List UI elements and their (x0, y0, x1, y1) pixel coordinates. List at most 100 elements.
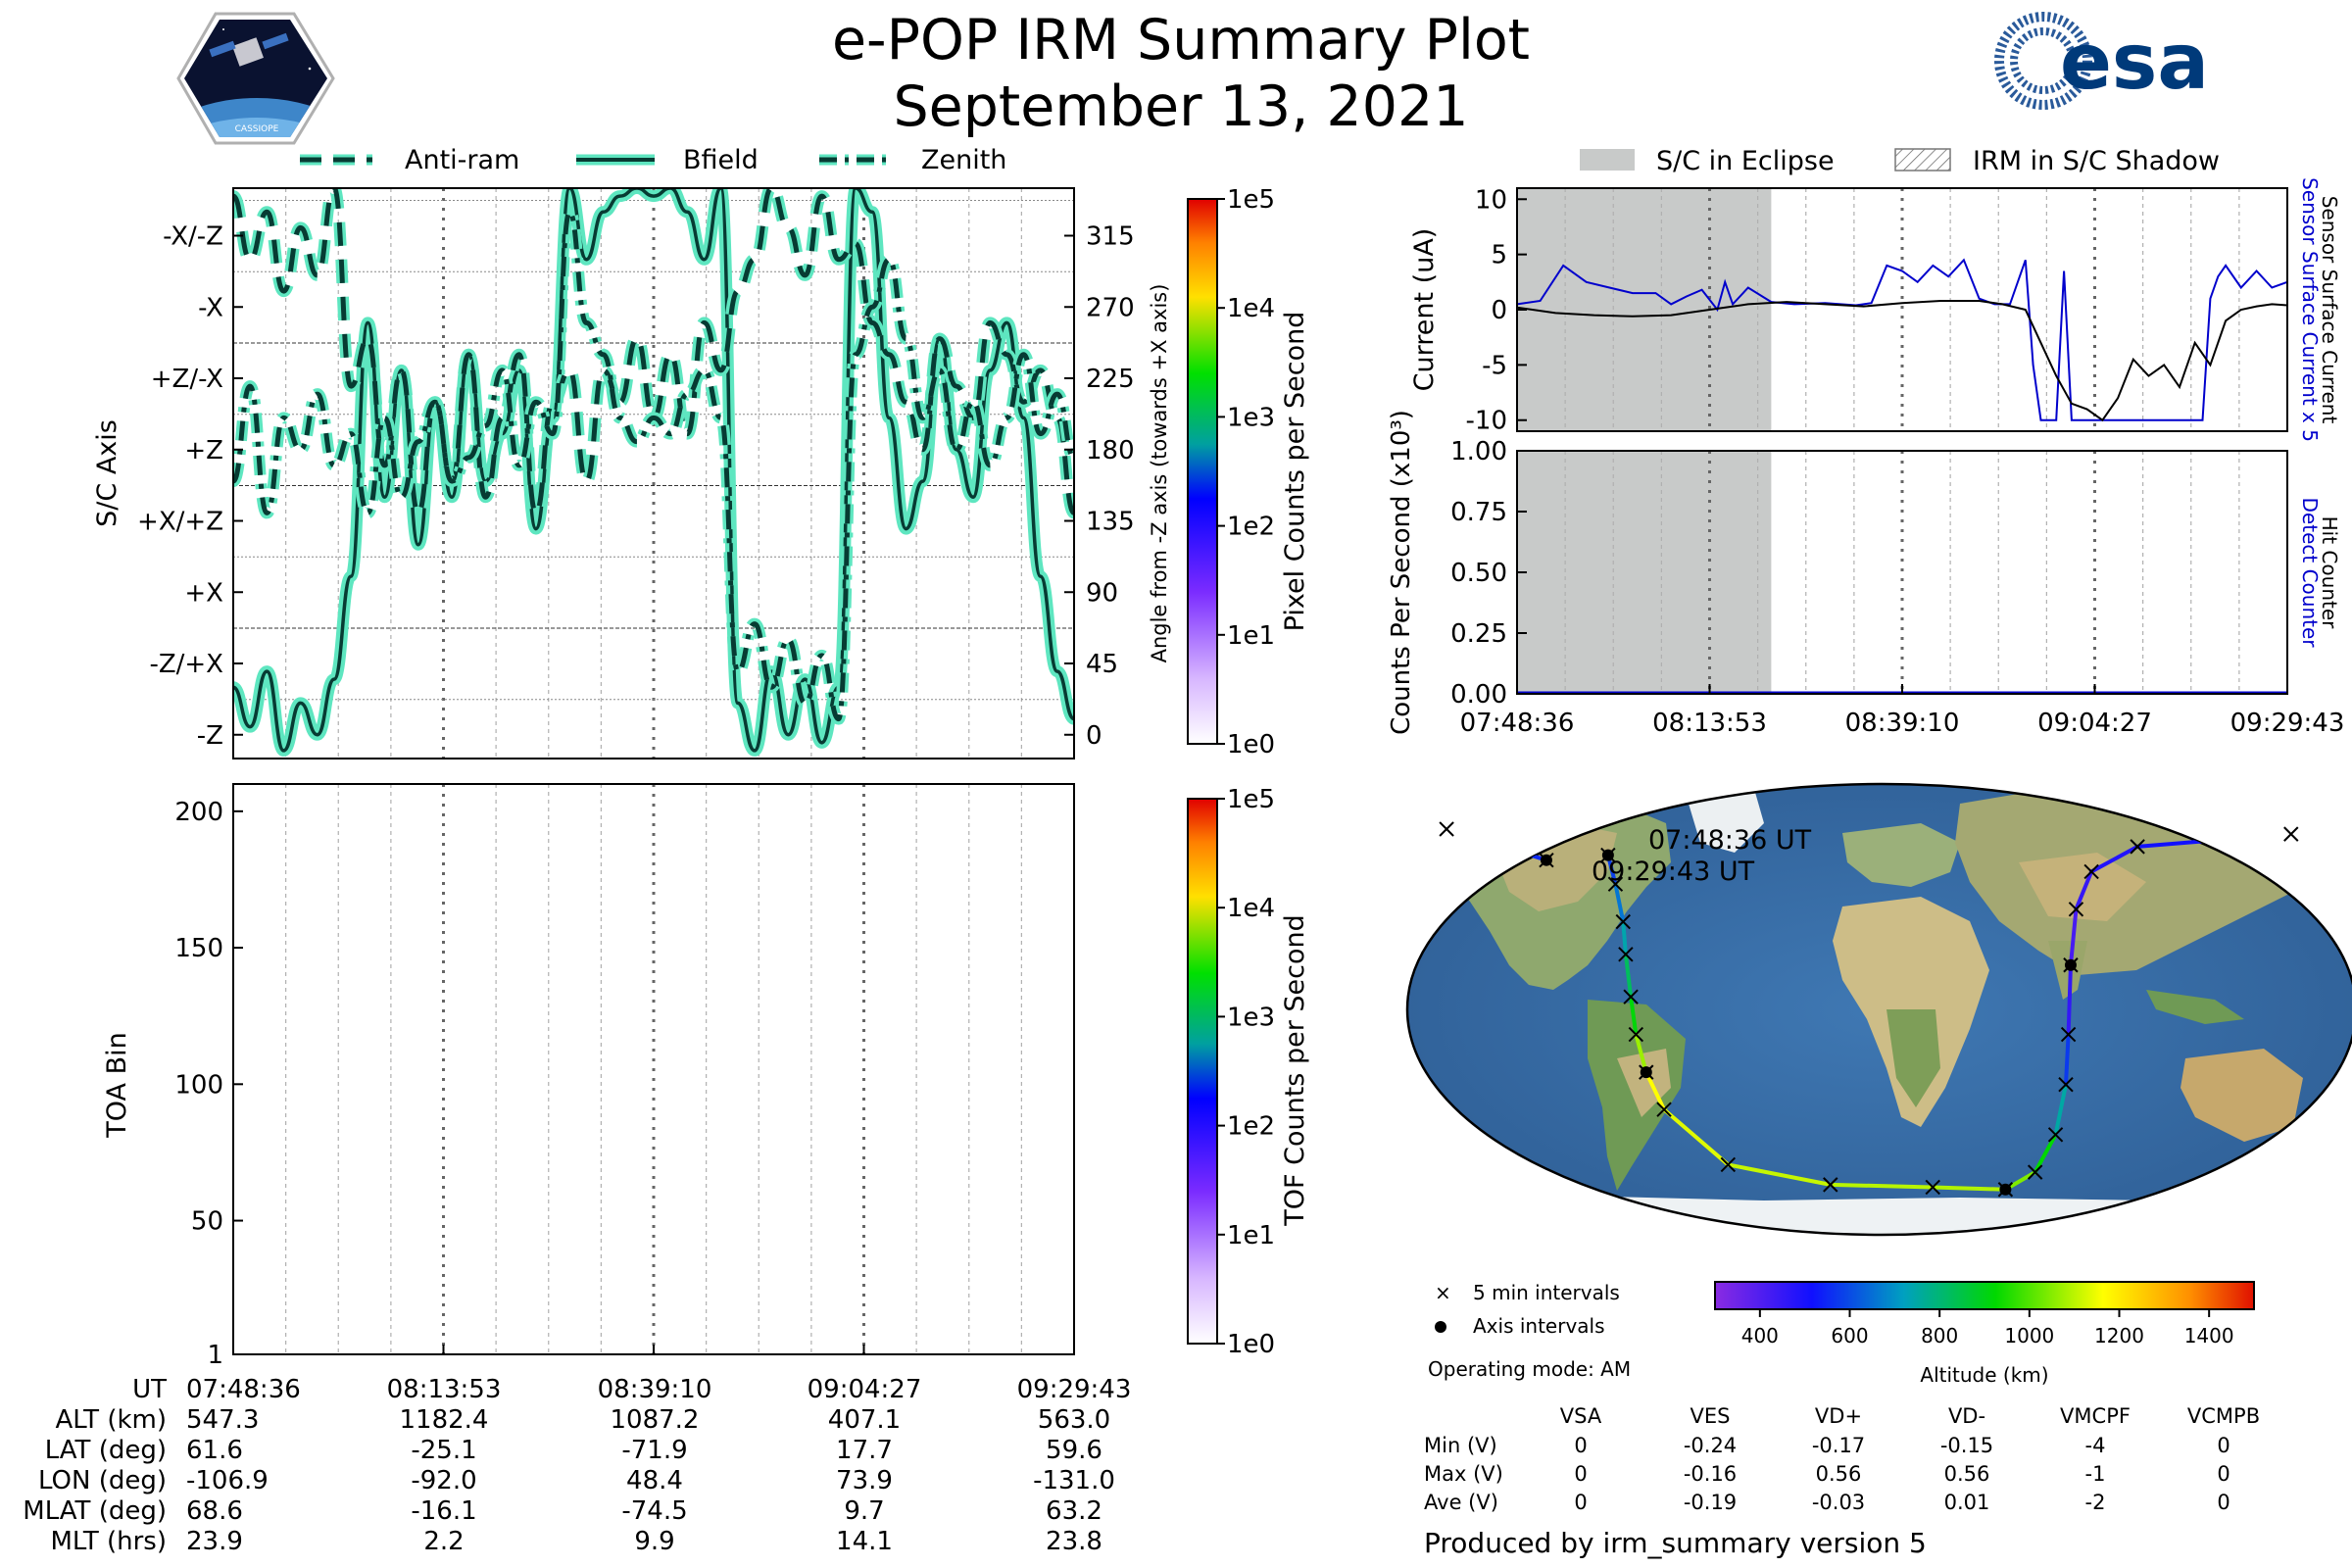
table-header: LAT (deg) (45, 1436, 167, 1465)
voltage-column-header: VSA (1560, 1404, 1602, 1428)
y-tick-label: -Z (197, 721, 223, 751)
table-header: LON (deg) (38, 1466, 167, 1495)
axis-interval-marker (1640, 1066, 1652, 1079)
colorbar-tick-label: 1200 (2094, 1324, 2144, 1348)
five-min-marker (1615, 913, 1631, 930)
y-tick-label: -10 (1466, 407, 1507, 436)
table-header: UT (132, 1375, 167, 1404)
five-min-marker (2068, 902, 2084, 917)
track-segment (2064, 1032, 2071, 1087)
colorbar-tick-label: 1400 (2184, 1324, 2234, 1348)
voltage-cell: -0.15 (1940, 1434, 1993, 1457)
voltage-cell: 0 (1574, 1491, 1587, 1514)
altitude-colorbar: 400 600 800 1000 1200 1400 Altitude (km) (1714, 1281, 2255, 1387)
current-ylabel: Current (uA) (1409, 228, 1440, 392)
y-tick-label: 0.75 (1450, 498, 1507, 527)
map-end-label: 09:29:43 UT (1592, 857, 1755, 887)
track-segment (2290, 829, 2352, 837)
y-right-tick-label: 45 (1086, 650, 1118, 679)
y-right-tick-label: 180 (1086, 436, 1135, 466)
track-segment (1613, 882, 1626, 924)
voltage-row-label: Min (V) (1424, 1434, 1497, 1457)
table-cell: -106.9 (186, 1466, 269, 1495)
five-min-marker (2083, 863, 2099, 880)
table-cell: 07:48:36 (186, 1375, 301, 1404)
y-tick-label: +X/+Z (137, 508, 223, 537)
x-tick-label: 07:48:36 (1460, 709, 1575, 738)
table-cell: 48.4 (626, 1466, 683, 1495)
track-segment (2089, 844, 2140, 874)
sc-axis-panel: -X/-Z -X +Z/-X +Z +X/+Z +X -Z/+X -Z 315 270 225 18… (92, 187, 1171, 760)
x-tick-label: 08:13:53 (1652, 709, 1767, 738)
legend-label: Axis intervals (1473, 1314, 1605, 1338)
y-tick-label: -5 (1482, 351, 1507, 380)
legend-label: Zenith (921, 145, 1006, 175)
voltage-cell: 0 (2217, 1434, 2230, 1457)
track-segment (2033, 1132, 2058, 1175)
track-segment (2066, 962, 2073, 1037)
voltage-cell: 0 (2217, 1462, 2230, 1486)
five-min-marker (2130, 839, 2145, 855)
colorbar-tick-label: 1e5 (1227, 785, 1275, 814)
table-cell: 547.3 (186, 1405, 259, 1435)
orbit-track-markers (1439, 821, 2299, 1198)
track-segment (1407, 827, 1447, 834)
legend-label: Bfield (683, 145, 759, 175)
colorbar-tick-label: 600 (1831, 1324, 1868, 1348)
track-segment (1662, 1107, 1731, 1167)
orbit-table: UT 07:48:36 08:13:53 08:39:10 09:04:27 09:29:… (23, 1375, 1131, 1556)
current-right-label-black: Sensor Surface Current (2318, 196, 2341, 424)
five-min-marker (2058, 1076, 2074, 1093)
table-cell: -131.0 (1033, 1466, 1115, 1495)
y-tick-label: 1.00 (1450, 437, 1507, 466)
cassiope-logo-text: CASSIOPE (235, 124, 279, 134)
pixel-colorbar-label: Pixel Counts per Second (1280, 312, 1310, 632)
colorbar-tick-label: 1e4 (1227, 294, 1275, 323)
five-min-marker (1925, 1179, 1940, 1196)
legend-eclipse: S/C in Eclipse (1580, 146, 1835, 176)
x-tick-label: 09:04:27 (2037, 709, 2152, 738)
table-cell: 1182.4 (400, 1405, 489, 1435)
table-cell: 59.6 (1046, 1436, 1102, 1465)
five-min-marker (1439, 821, 1454, 837)
sc-axis-ylabel: S/C Axis (92, 419, 122, 527)
esa-logo: esa (1994, 12, 2209, 110)
voltage-cell: 0.56 (1816, 1462, 1862, 1486)
colorbar-tick-label: 1e5 (1227, 185, 1275, 215)
table-cell: 1087.2 (611, 1405, 700, 1435)
voltage-cell: -4 (2085, 1434, 2106, 1457)
sc-axis-right-label: Angle from -Z axis (towards +X axis) (1148, 284, 1171, 663)
counts-right-label-blue: Detect Counter (2298, 498, 2322, 649)
y-tick-label: 200 (174, 798, 223, 827)
y-tick-label: 50 (191, 1207, 223, 1237)
table-cell: 08:13:53 (387, 1375, 502, 1404)
y-tick-label: 150 (174, 934, 223, 963)
track-segment (1828, 1182, 1936, 1190)
five-min-marker (2027, 1164, 2043, 1180)
sc-axis-frame (232, 187, 1075, 760)
five-min-marker (1628, 1026, 1644, 1043)
colorbar-tick-label: 1e1 (1227, 1221, 1275, 1250)
table-cell: 23.8 (1046, 1527, 1102, 1556)
table-cell: 09:04:27 (808, 1375, 922, 1404)
table-cell: 63.2 (1046, 1496, 1102, 1526)
track-segment (2053, 1082, 2068, 1137)
five-min-marker (2283, 826, 2299, 842)
current-line-black (1517, 300, 2287, 422)
colorbar-tick-label: 800 (1921, 1324, 1958, 1348)
five-min-marker (1623, 989, 1639, 1004)
five-min-marker (2060, 1026, 2077, 1043)
y-tick-label: 10 (1475, 185, 1507, 215)
eclipse-legend: S/C in Eclipse IRM in S/C Shadow (1580, 146, 2220, 176)
table-cell: -25.1 (411, 1436, 476, 1465)
table-cell: 23.9 (186, 1527, 243, 1556)
y-right-tick-label: 90 (1086, 578, 1118, 608)
voltage-cell: 0.56 (1944, 1462, 1990, 1486)
table-cell: 73.9 (836, 1466, 893, 1495)
track-segment (1931, 1185, 2008, 1192)
x-tick-label: 08:39:10 (1845, 709, 1960, 738)
track-segment (1623, 952, 1634, 1000)
track-segment (1445, 827, 1548, 862)
table-cell: 61.6 (186, 1436, 243, 1465)
